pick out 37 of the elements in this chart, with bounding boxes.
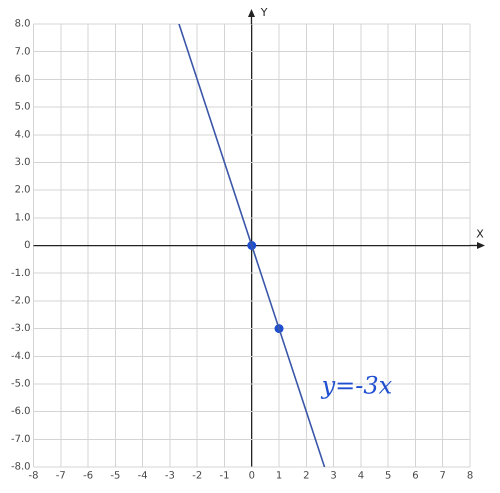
x-tick-label: 5 (384, 470, 392, 482)
x-tick-label: -3 (164, 470, 175, 482)
x-tick-label: 6 (412, 470, 419, 482)
y-axis-title: Y (260, 6, 268, 19)
y-tick-label: -1.0 (10, 268, 31, 279)
x-tick-label: 7 (440, 470, 446, 482)
y-tick-label: 3.0 (14, 157, 31, 168)
x-tick-label: -6 (83, 470, 94, 482)
y-tick-label: -5.0 (10, 378, 31, 390)
y-tick-label: -8.0 (10, 462, 31, 473)
y-tick-label: -6.0 (10, 406, 31, 418)
y-tick-label: 8.0 (14, 18, 31, 30)
x-tick-label: -8 (28, 470, 39, 482)
x-tick-label: 8 (466, 470, 474, 482)
x-tick-label: 2 (303, 470, 310, 482)
x-axis-title: X (476, 227, 484, 240)
y-tick-label: 2.0 (14, 184, 31, 196)
x-tick-label: -2 (192, 470, 202, 482)
y-tick-label: 5.0 (14, 102, 31, 113)
y-tick-label: 0 (24, 240, 31, 252)
x-tick-label: -5 (110, 470, 120, 482)
y-tick-label: 6.0 (14, 74, 31, 85)
annotation: y=-3x (320, 371, 393, 400)
y-tick-label: -7.0 (10, 434, 31, 445)
y-tick-label: 7.0 (14, 46, 31, 58)
y-tick-label: 1.0 (14, 212, 31, 224)
x-tick-label: 0 (248, 470, 255, 482)
y-tick-label: -4.0 (10, 350, 31, 362)
y-tick-label: -2.0 (10, 295, 31, 306)
x-tick-label: 1 (276, 470, 282, 482)
x-tick-label: -7 (56, 470, 66, 482)
x-tick-label: 3 (330, 470, 337, 482)
y-tick-label: -3.0 (10, 323, 31, 334)
x-tick-label: 4 (358, 470, 364, 482)
y-tick-label: 4.0 (14, 129, 31, 140)
x-tick-label: -4 (138, 470, 148, 482)
x-tick-label: -1 (219, 470, 230, 482)
